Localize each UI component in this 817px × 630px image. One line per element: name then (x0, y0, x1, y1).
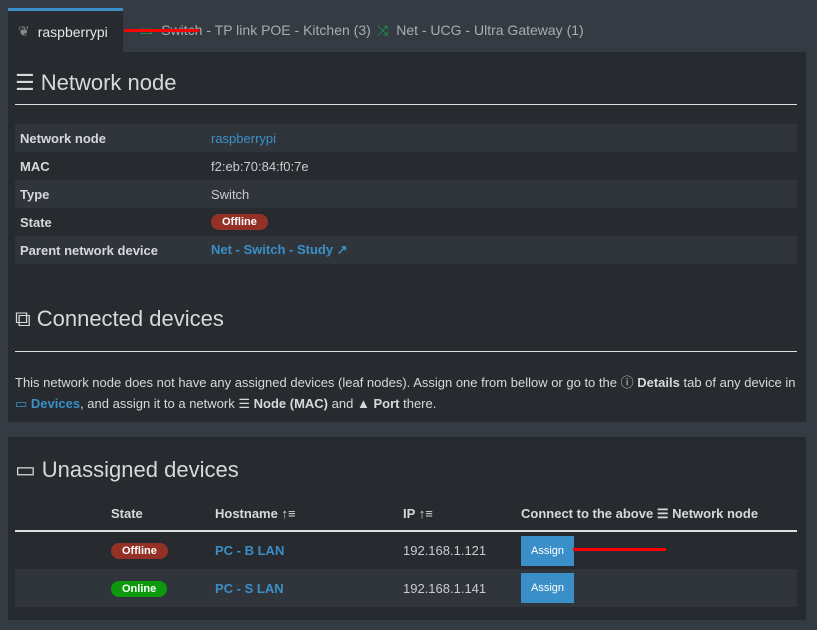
status-badge: Offline (211, 214, 268, 230)
hostname-link[interactable]: PC - B LAN (215, 543, 285, 558)
node-details: Network node raspberrypi MAC f2:eb:70:84:f… (15, 124, 797, 264)
server-icon: ☰ (15, 70, 35, 95)
port-icon: ▲ (356, 396, 370, 411)
status-badge: Online (111, 580, 168, 597)
parent-device-link[interactable]: Net - Switch - Study ↗ (211, 242, 348, 257)
annotation-arrow (124, 29, 199, 32)
divider (15, 351, 797, 352)
sort-icon: ↑≡ (281, 506, 296, 521)
hostname-link[interactable]: PC - S LAN (215, 580, 284, 596)
assign-button[interactable]: Assign (521, 573, 575, 603)
devices-link[interactable]: ▭ Devices (15, 396, 81, 411)
sort-icon: ↑≡ (418, 506, 433, 521)
tab-bar: ❦raspberrypi ▭Switch - TP link POE - Kit… (0, 0, 817, 52)
unassigned-heading: ▭ Unassigned devices (15, 457, 239, 482)
network-node-heading: ☰ Network node (15, 70, 177, 95)
divider (15, 104, 797, 105)
annotation-arrow (573, 548, 666, 551)
server-icon: ☰ (656, 505, 669, 521)
col-state[interactable]: State (111, 497, 215, 532)
external-link-icon: ↗ (336, 242, 348, 257)
server-icon: ☰ (238, 396, 251, 411)
raspberry-icon: ❦ (18, 23, 30, 39)
shuffle-icon: ⤨ (377, 21, 389, 38)
unassigned-table: State Hostname ↑≡ IP ↑≡ Connect to the abov… (15, 497, 797, 607)
row-type: Type Switch (15, 180, 797, 208)
assign-button[interactable]: Assign (521, 535, 575, 566)
laptop-icon: ▭ (15, 457, 36, 482)
col-connect: Connect to the above ☰ Network node (521, 497, 797, 532)
connected-devices-message: This network node does not have any assi… (15, 375, 796, 411)
col-ip[interactable]: IP ↑≡ (403, 497, 521, 532)
row-node: Network node raspberrypi (15, 124, 797, 152)
row-state: State Offline (15, 208, 797, 236)
row-mac: MAC f2:eb:70:84:f0:7e (20, 158, 309, 174)
network-node-panel: ☰ Network node Network node raspberrypi MA… (8, 52, 806, 422)
table-row: Online PC - S LAN 192.168.1.141 Assign (15, 569, 797, 607)
node-link[interactable]: raspberrypi (211, 130, 277, 146)
tab-net-ucg[interactable]: ⤨ Net - UCG - Ultra Gateway (1) (377, 21, 584, 39)
tab-raspberrypi[interactable]: ❦ raspberrypi (8, 8, 123, 52)
connected-devices-heading: ⧉ Connected devices (15, 306, 224, 331)
table-row: Offline PC - B LAN 192.168.1.121 Assign (15, 531, 797, 569)
laptop-icon: ▭ (15, 396, 28, 411)
status-badge: Offline (111, 543, 168, 559)
row-parent: Parent network device Net - Switch - Stud… (15, 236, 797, 264)
col-hostname[interactable]: Hostname ↑≡ (215, 497, 403, 532)
info-icon: ⓘ (620, 375, 634, 390)
sitemap-icon: ⧉ (15, 306, 31, 331)
unassigned-devices-panel: ▭ Unassigned devices State Hostname ↑≡ IP ↑… (8, 437, 806, 620)
